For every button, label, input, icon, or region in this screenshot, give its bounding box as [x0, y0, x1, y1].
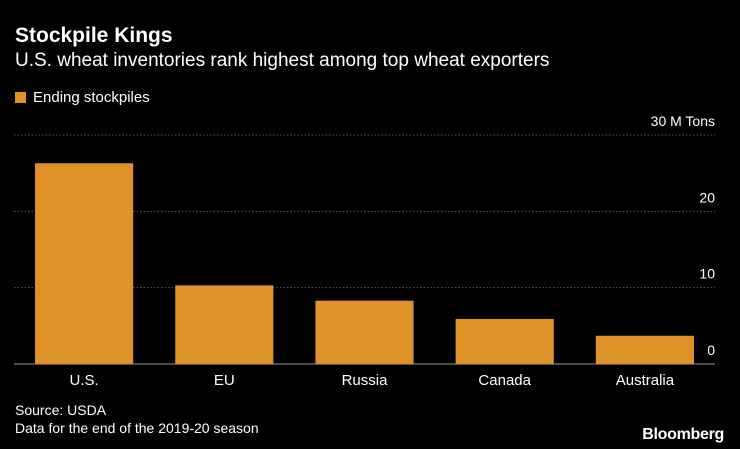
chart-title: Stockpile Kings — [15, 24, 173, 47]
legend-label: Ending stockpiles — [33, 89, 150, 106]
source-note: Source: USDA — [15, 402, 107, 418]
chart-subtitle: U.S. wheat inventories rank highest amon… — [15, 50, 550, 71]
bar-us — [35, 163, 134, 364]
x-tick-label: Australia — [616, 372, 675, 389]
x-tick-label: Russia — [342, 372, 389, 389]
y-tick-label: 0 — [707, 342, 715, 358]
bloomberg-logo: Bloomberg — [642, 426, 724, 443]
season-note: Data for the end of the 2019-20 season — [15, 420, 259, 436]
bar-australia — [595, 335, 694, 364]
bar-canada — [455, 318, 554, 364]
y-tick-label: 10 — [699, 266, 715, 282]
x-tick-label: Canada — [478, 372, 531, 389]
legend: Ending stockpiles — [15, 89, 150, 106]
bar-eu — [175, 285, 274, 364]
legend-swatch — [15, 92, 26, 103]
bar-russia — [315, 300, 414, 364]
y-tick-label: 20 — [699, 189, 715, 205]
y-tick-label: 30 M Tons — [651, 113, 715, 129]
x-tick-label: EU — [214, 372, 235, 389]
x-tick-label: U.S. — [70, 372, 99, 389]
